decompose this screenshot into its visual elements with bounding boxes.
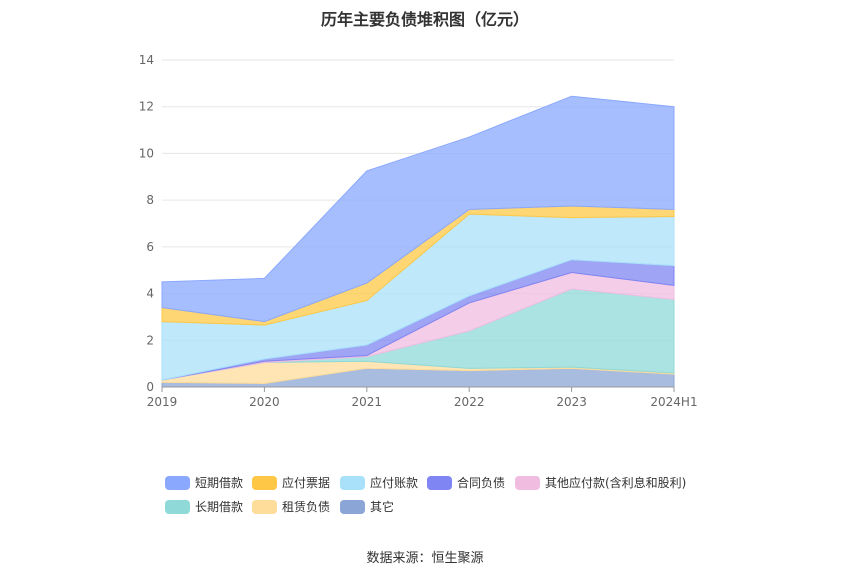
legend-swatch xyxy=(340,475,365,490)
legend-label: 应付票据 xyxy=(282,476,331,490)
area-series-7[interactable] xyxy=(161,95,675,323)
legend-item[interactable]: 应付票据 xyxy=(252,474,330,491)
legend-item[interactable]: 长期借款 xyxy=(165,498,243,515)
legend-swatch xyxy=(427,475,452,490)
legend-label: 其它 xyxy=(370,500,395,514)
y-tick-label: 4 xyxy=(146,287,154,301)
legend-swatch xyxy=(165,475,190,490)
x-tick-label: 2024H1 xyxy=(650,395,697,409)
legend-label: 应付账款 xyxy=(370,476,419,490)
legend-item[interactable]: 应付账款 xyxy=(340,474,418,491)
legend-swatch xyxy=(165,499,190,514)
legend-swatch xyxy=(252,475,277,490)
x-tick-label: 2023 xyxy=(556,395,587,409)
legend-item[interactable]: 其它 xyxy=(340,498,394,515)
legend-item[interactable]: 租赁负债 xyxy=(252,498,330,515)
legend-swatch xyxy=(340,499,365,514)
y-tick-label: 2 xyxy=(146,333,154,347)
legend-item[interactable]: 其他应付款(含利息和股利) xyxy=(515,474,686,491)
x-tick-label: 2022 xyxy=(454,395,485,409)
legend-label: 长期借款 xyxy=(195,500,244,514)
legend-item[interactable]: 短期借款 xyxy=(165,474,243,491)
y-tick-label: 6 xyxy=(146,240,154,254)
legend-label: 合同负债 xyxy=(457,476,506,490)
legend-label: 租赁负债 xyxy=(282,500,331,514)
x-tick-label: 2020 xyxy=(249,395,280,409)
y-tick-label: 12 xyxy=(139,100,154,114)
chart-title: 历年主要负债堆积图（亿元） xyxy=(320,10,529,29)
y-tick-label: 0 xyxy=(146,380,154,394)
axis-layer: 0 2 4 6 8 10 12 14 2019 2020 2021 2022 2023 2024H1 xyxy=(139,53,698,409)
y-tick-label: 14 xyxy=(139,53,154,67)
legend-swatch xyxy=(252,499,277,514)
legend-label: 其他应付款(含利息和股利) xyxy=(545,476,687,490)
legend-swatch xyxy=(515,475,540,490)
area-layer xyxy=(161,95,675,388)
x-tick-label: 2021 xyxy=(352,395,383,409)
legend-label: 短期借款 xyxy=(195,476,244,490)
legend-item[interactable]: 合同负债 xyxy=(427,474,505,491)
x-tick-label: 2019 xyxy=(147,395,178,409)
y-tick-label: 10 xyxy=(139,146,154,160)
y-tick-label: 8 xyxy=(146,193,154,207)
source-note: 数据来源：恒生聚源 xyxy=(366,551,484,566)
